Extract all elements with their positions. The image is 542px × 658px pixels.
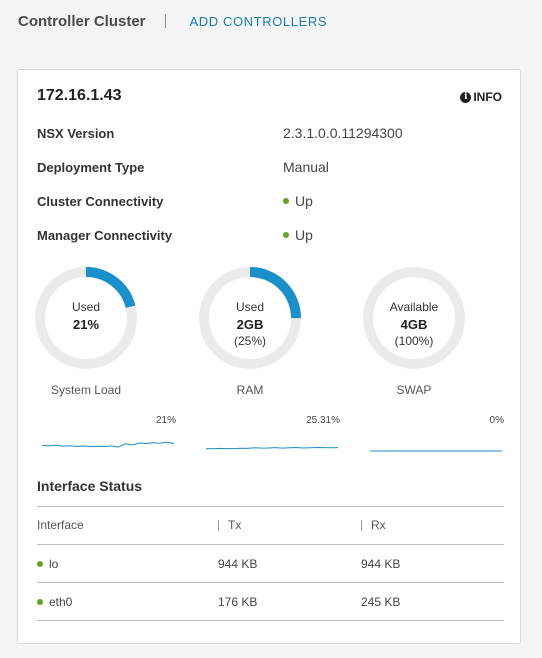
- sparkline-chart: [370, 450, 502, 452]
- interface-table: Interface Tx Rx lo 944 KB 944 KB eth0: [37, 506, 504, 621]
- header-divider: [164, 14, 166, 28]
- sparkline-value: 0%: [489, 415, 504, 426]
- rx-cell: 944 KB: [361, 557, 401, 571]
- interface-name: eth0: [49, 595, 73, 609]
- gauge-ram: Used 2GB (25%): [198, 266, 302, 370]
- sparkline-swap: 0%: [368, 415, 504, 455]
- gauge-label: Available: [389, 300, 439, 314]
- gauge-fill: [199, 267, 301, 369]
- interface-name-cell: eth0: [37, 595, 72, 609]
- status-dot: [283, 198, 289, 204]
- sparkline-chart: [205, 446, 339, 450]
- column-header-label: Tx: [228, 518, 242, 532]
- gauge-value: 21%: [72, 317, 100, 332]
- sparkline-series: [41, 441, 175, 448]
- info-button[interactable]: i INFO: [460, 90, 502, 104]
- prop-label-deployment-type: Deployment Type: [37, 160, 145, 175]
- sparkline-ram: 25.31%: [204, 415, 340, 455]
- status-text: Up: [295, 227, 313, 243]
- gauge-track: [363, 267, 465, 369]
- gauge-detail: (25%): [233, 334, 266, 348]
- status-dot: [37, 561, 43, 567]
- gauge-label: Used: [71, 300, 100, 314]
- status-dot: [37, 599, 43, 605]
- sparkline-system-load: 21%: [40, 415, 176, 455]
- gauge-detail: (100%): [394, 334, 434, 348]
- column-resize-handle[interactable]: [361, 519, 362, 531]
- status-dot: [283, 232, 289, 238]
- sparkline-value: 25.31%: [306, 415, 340, 426]
- sparkline-chart: [41, 441, 175, 448]
- sparkline-value: 21%: [155, 415, 176, 426]
- gauge-ring: [35, 267, 137, 369]
- gauge-label: Used: [235, 300, 264, 314]
- column-header-interface[interactable]: Interface: [37, 518, 84, 532]
- gauge-swap: Available 4GB (100%): [362, 266, 466, 370]
- interface-name: lo: [49, 557, 59, 571]
- column-resize-handle[interactable]: [218, 519, 219, 531]
- page-header: Controller Cluster ADD CONTROLLERS: [18, 11, 327, 31]
- gauge-caption-swap: SWAP: [396, 383, 432, 397]
- tx-cell: 944 KB: [218, 557, 258, 571]
- gauge-ring: [363, 267, 465, 369]
- gauge-system-load: Used 21%: [34, 266, 138, 370]
- gauge-value: 2GB: [236, 317, 264, 332]
- gauge-value: 4GB: [400, 317, 428, 332]
- column-header-label: Rx: [371, 518, 386, 532]
- add-controllers-link[interactable]: ADD CONTROLLERS: [189, 13, 328, 29]
- info-icon: i: [460, 91, 472, 103]
- table-row: lo 944 KB 944 KB: [37, 544, 504, 582]
- column-header-rx[interactable]: Rx: [361, 518, 386, 532]
- prop-label-nsx-version: NSX Version: [37, 126, 115, 141]
- rx-cell: 245 KB: [361, 595, 401, 609]
- gauge-fill: [35, 267, 137, 369]
- prop-value-cluster-connectivity: Up: [283, 193, 313, 209]
- page-title: Controller Cluster: [18, 12, 146, 30]
- prop-label-cluster-connectivity: Cluster Connectivity: [37, 194, 164, 209]
- info-label: INFO: [473, 90, 502, 104]
- prop-value-deployment-type: Manual: [283, 159, 329, 175]
- status-text: Up: [295, 193, 313, 209]
- table-row: eth0 176 KB 245 KB: [37, 582, 504, 621]
- gauge-ring: [199, 267, 301, 369]
- controller-ip: 172.16.1.43: [37, 87, 122, 104]
- gauge-caption-ram: RAM: [236, 383, 264, 397]
- prop-label-manager-connectivity: Manager Connectivity: [37, 228, 173, 243]
- interface-name-cell: lo: [37, 557, 58, 571]
- sparkline-series: [205, 446, 339, 450]
- column-header-tx[interactable]: Tx: [218, 518, 241, 532]
- table-header-row: Interface Tx Rx: [37, 506, 504, 544]
- prop-value-manager-connectivity: Up: [283, 227, 313, 243]
- prop-value-nsx-version: 2.3.1.0.0.11294300: [283, 125, 403, 141]
- tx-cell: 176 KB: [218, 595, 258, 609]
- gauge-caption-system-load: System Load: [50, 383, 122, 397]
- interface-status-title: Interface Status: [37, 478, 143, 494]
- controller-card: 172.16.1.43 i INFO NSX Version 2.3.1.0.0…: [17, 69, 521, 644]
